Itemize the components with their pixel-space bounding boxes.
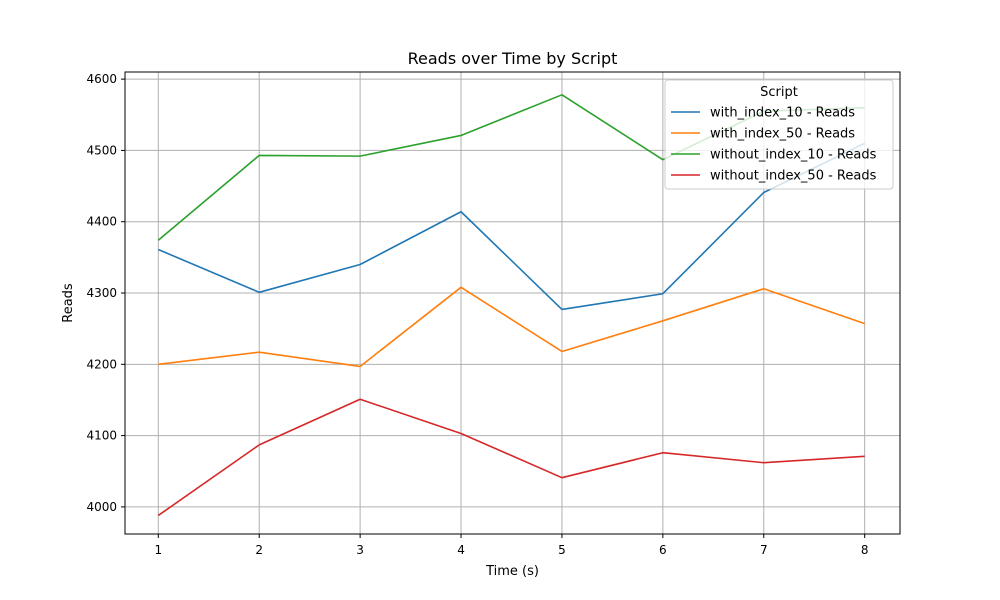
x-tick-label: 3: [356, 543, 364, 557]
legend-label: without_index_10 - Reads: [710, 148, 877, 163]
y-tick-label: 4000: [86, 500, 117, 514]
y-axis-label: Reads: [61, 283, 76, 323]
x-tick-label: 5: [558, 543, 566, 557]
x-tick-label: 1: [154, 543, 162, 557]
x-tick-label: 8: [861, 543, 869, 557]
series-line-with-index-10-reads: [157, 142, 866, 311]
legend-title: Script: [760, 85, 798, 100]
series-line-without-index-50-reads: [157, 398, 865, 517]
axis-ticks: 1 2 3 4 5 6 7 8 4000 4100 4200 4300 4400 4500 4600: [86, 72, 868, 557]
legend: Script with_index_10 - Reads with_index_5…: [664, 79, 894, 190]
legend-label: with_index_50 - Reads: [710, 127, 855, 142]
y-tick-label: 4200: [86, 357, 117, 371]
chart-title: Reads over Time by Script: [408, 49, 618, 68]
plot-area-frame: [124, 71, 901, 535]
x-axis-label: Time (s): [485, 564, 539, 579]
y-tick-label: 4400: [86, 215, 117, 229]
series-line-with-index-50-reads: [158, 286, 865, 368]
legend-label: without_index_50 - Reads: [710, 169, 877, 184]
legend-label: with_index_10 - Reads: [710, 106, 855, 121]
x-tick-label: 4: [457, 543, 465, 557]
x-tick-label: 6: [659, 543, 667, 557]
y-tick-label: 4100: [86, 429, 117, 443]
x-tick-label: 7: [760, 543, 768, 557]
y-tick-label: 4300: [86, 286, 117, 300]
y-tick-label: 4500: [86, 143, 117, 157]
legend-box: [664, 79, 894, 190]
x-tick-label: 2: [255, 543, 263, 557]
legend-entries: with_index_10 - Reads with_index_50 - Rea…: [671, 106, 877, 184]
y-tick-label: 4600: [86, 72, 117, 86]
